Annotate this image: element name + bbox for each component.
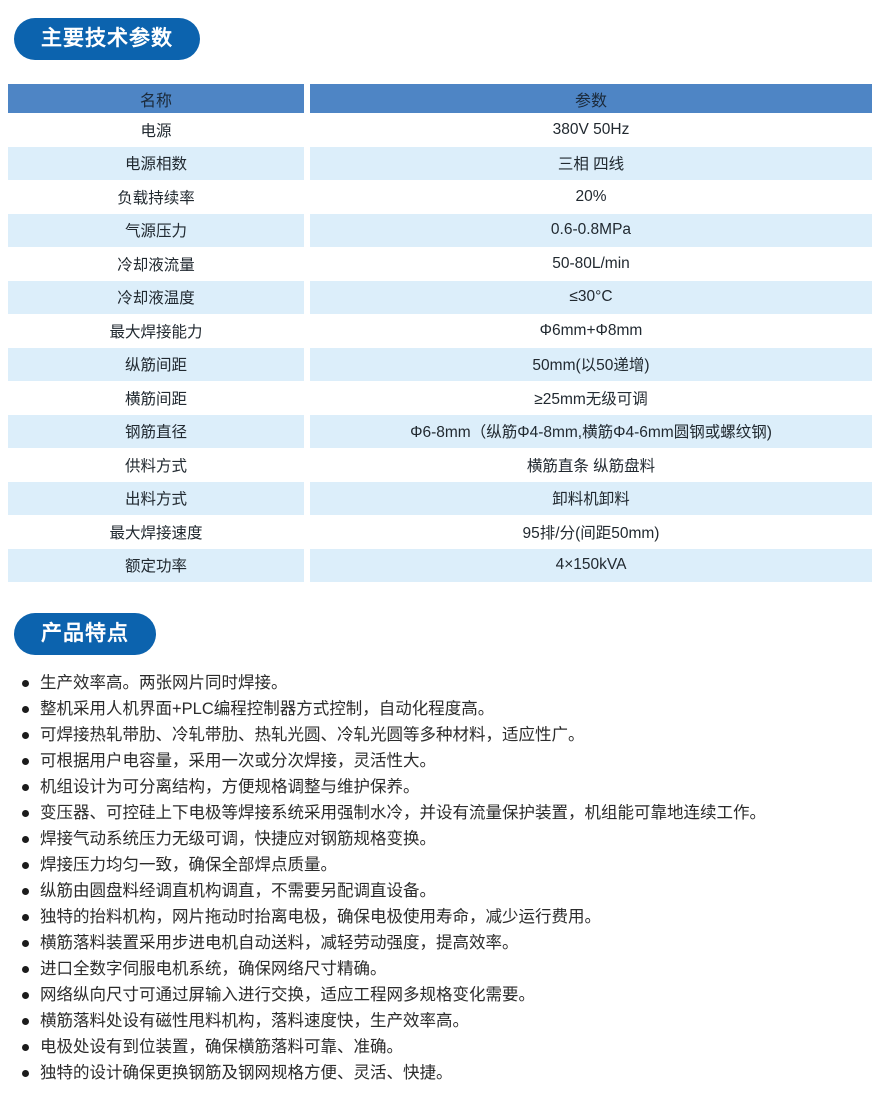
spec-value-cell: 4×150kVA	[555, 556, 627, 574]
list-item: 可焊接热轧带肋、冷轧带肋、热轧光圆、冷轧光圆等多种材料，适应性广。	[22, 722, 870, 748]
bullet-icon	[22, 1017, 29, 1025]
spec-table: 名称 参数 电源 380V 50Hz 电源相数 三相 四线 负载持续率 20% …	[8, 84, 872, 583]
bullet-icon	[22, 783, 29, 791]
feature-text: 独特的抬料机构，网片拖动时抬离电极，确保电极使用寿命，减少运行费用。	[40, 908, 601, 927]
table-row: 供料方式 横筋直条 纵筋盘料	[8, 448, 872, 482]
feature-text: 焊接压力均匀一致，确保全部焊点质量。	[40, 856, 337, 875]
bullet-icon	[22, 679, 29, 687]
list-item: 焊接压力均匀一致，确保全部焊点质量。	[22, 852, 870, 878]
section-badge-specs: 主要技术参数	[14, 18, 200, 61]
spec-value-cell: Φ6mm+Φ8mm	[539, 321, 643, 339]
table-row: 气源压力 0.6-0.8MPa	[8, 213, 872, 248]
spec-name-cell: 电源相数	[8, 146, 310, 181]
column-header-name: 名称	[8, 84, 310, 114]
list-item: 独特的抬料机构，网片拖动时抬离电极，确保电极使用寿命，减少运行费用。	[22, 904, 870, 930]
table-row: 电源 380V 50Hz	[8, 113, 872, 147]
spec-name-cell: 额定功率	[8, 548, 310, 583]
feature-text: 电极处设有到位装置，确保横筋落料可靠、准确。	[40, 1038, 403, 1057]
table-row: 最大焊接能力 Φ6mm+Φ8mm	[8, 314, 872, 348]
feature-text: 生产效率高。两张网片同时焊接。	[40, 674, 288, 693]
bullet-icon	[22, 757, 29, 765]
bullet-icon	[22, 939, 29, 947]
list-item: 机组设计为可分离结构，方便规格调整与维护保养。	[22, 774, 870, 800]
list-item: 焊接气动系统压力无级可调，快捷应对钢筋规格变换。	[22, 826, 870, 852]
spec-table-body: 电源 380V 50Hz 电源相数 三相 四线 负载持续率 20% 气源压力 0…	[8, 113, 872, 583]
table-row: 横筋间距 ≥25mm无级可调	[8, 381, 872, 415]
bullet-icon	[22, 835, 29, 843]
spec-name-cell: 冷却液流量	[8, 247, 310, 281]
spec-name-cell: 负载持续率	[8, 180, 310, 214]
bullet-icon	[22, 965, 29, 973]
bullet-icon	[22, 731, 29, 739]
section-badge-features: 产品特点	[14, 613, 156, 656]
table-row: 出料方式 卸料机卸料	[8, 481, 872, 516]
bullet-icon	[22, 913, 29, 921]
spec-value-cell: 50-80L/min	[552, 254, 630, 272]
spec-value-cell: 20%	[575, 187, 607, 205]
spec-value-cell: 50mm(以50递增)	[532, 357, 650, 375]
bullet-icon	[22, 861, 29, 869]
spec-name-cell: 冷却液温度	[8, 280, 310, 315]
list-item: 可根据用户电容量，采用一次或分次焊接，灵活性大。	[22, 748, 870, 774]
spec-value-cell: 380V 50Hz	[552, 120, 630, 138]
list-item: 进口全数字伺服电机系统，确保网络尺寸精确。	[22, 956, 870, 982]
feature-text: 纵筋由圆盘料经调直机构调直，不需要另配调直设备。	[40, 882, 436, 901]
spec-value-cell: ≤30°C	[569, 288, 613, 306]
spec-name-cell: 出料方式	[8, 481, 310, 516]
feature-text: 横筋落料装置采用步进电机自动送料，减轻劳动强度，提高效率。	[40, 934, 519, 953]
feature-text: 可焊接热轧带肋、冷轧带肋、热轧光圆、冷轧光圆等多种材料，适应性广。	[40, 726, 585, 745]
feature-text: 整机采用人机界面+PLC编程控制器方式控制，自动化程度高。	[40, 700, 495, 719]
bullet-icon	[22, 991, 29, 999]
spec-name-cell: 供料方式	[8, 448, 310, 482]
table-row: 冷却液温度 ≤30°C	[8, 280, 872, 315]
bullet-icon	[22, 887, 29, 895]
spec-value-cell: ≥25mm无级可调	[534, 390, 648, 408]
feature-list: 生产效率高。两张网片同时焊接。 整机采用人机界面+PLC编程控制器方式控制，自动…	[22, 670, 870, 1086]
spec-value-cell: 卸料机卸料	[552, 491, 630, 509]
table-row: 电源相数 三相 四线	[8, 146, 872, 181]
bullet-icon	[22, 809, 29, 817]
list-item: 纵筋由圆盘料经调直机构调直，不需要另配调直设备。	[22, 878, 870, 904]
spec-name-cell: 电源	[8, 113, 310, 147]
spec-name-cell: 气源压力	[8, 213, 310, 248]
spec-name-cell: 钢筋直径	[8, 414, 310, 449]
table-row: 最大焊接速度 95排/分(间距50mm)	[8, 515, 872, 549]
spec-value-cell: 三相 四线	[557, 156, 625, 174]
feature-text: 机组设计为可分离结构，方便规格调整与维护保养。	[40, 778, 420, 797]
list-item: 电极处设有到位装置，确保横筋落料可靠、准确。	[22, 1034, 870, 1060]
bullet-icon	[22, 1069, 29, 1077]
spec-name-cell: 纵筋间距	[8, 347, 310, 382]
spec-value-cell: 95排/分(间距50mm)	[522, 524, 660, 542]
spec-value-cell: 0.6-0.8MPa	[550, 221, 632, 239]
list-item: 生产效率高。两张网片同时焊接。	[22, 670, 870, 696]
spec-table-header-row: 名称 参数	[8, 84, 872, 114]
table-row: 额定功率 4×150kVA	[8, 548, 872, 583]
table-row: 纵筋间距 50mm(以50递增)	[8, 347, 872, 382]
list-item: 整机采用人机界面+PLC编程控制器方式控制，自动化程度高。	[22, 696, 870, 722]
table-row: 冷却液流量 50-80L/min	[8, 247, 872, 281]
feature-text: 焊接气动系统压力无级可调，快捷应对钢筋规格变换。	[40, 830, 436, 849]
list-item: 横筋落料装置采用步进电机自动送料，减轻劳动强度，提高效率。	[22, 930, 870, 956]
list-item: 独特的设计确保更换钢筋及钢网规格方便、灵活、快捷。	[22, 1060, 870, 1086]
feature-text: 网络纵向尺寸可通过屏输入进行交换，适应工程网多规格变化需要。	[40, 986, 535, 1005]
feature-text: 横筋落料处设有磁性甩料机构，落料速度快，生产效率高。	[40, 1012, 469, 1031]
bullet-icon	[22, 1043, 29, 1051]
feature-text: 独特的设计确保更换钢筋及钢网规格方便、灵活、快捷。	[40, 1064, 453, 1083]
list-item: 网络纵向尺寸可通过屏输入进行交换，适应工程网多规格变化需要。	[22, 982, 870, 1008]
table-row: 钢筋直径 Φ6-8mm（纵筋Φ4-8mm,横筋Φ4-6mm圆钢或螺纹钢)	[8, 414, 872, 449]
bullet-icon	[22, 705, 29, 713]
feature-text: 可根据用户电容量，采用一次或分次焊接，灵活性大。	[40, 752, 436, 771]
spec-value-cell: Φ6-8mm（纵筋Φ4-8mm,横筋Φ4-6mm圆钢或螺纹钢)	[410, 424, 772, 442]
spec-value-cell: 横筋直条 纵筋盘料	[526, 457, 656, 475]
column-header-param: 参数	[574, 92, 607, 110]
spec-name-cell: 最大焊接速度	[8, 515, 310, 549]
feature-text: 变压器、可控硅上下电极等焊接系统采用强制水冷，并设有流量保护装置，机组能可靠地连…	[40, 804, 766, 823]
feature-text: 进口全数字伺服电机系统，确保网络尺寸精确。	[40, 960, 387, 979]
list-item: 横筋落料处设有磁性甩料机构，落料速度快，生产效率高。	[22, 1008, 870, 1034]
spec-name-cell: 横筋间距	[8, 381, 310, 415]
table-row: 负载持续率 20%	[8, 180, 872, 214]
spec-name-cell: 最大焊接能力	[8, 314, 310, 348]
list-item: 变压器、可控硅上下电极等焊接系统采用强制水冷，并设有流量保护装置，机组能可靠地连…	[22, 800, 870, 826]
